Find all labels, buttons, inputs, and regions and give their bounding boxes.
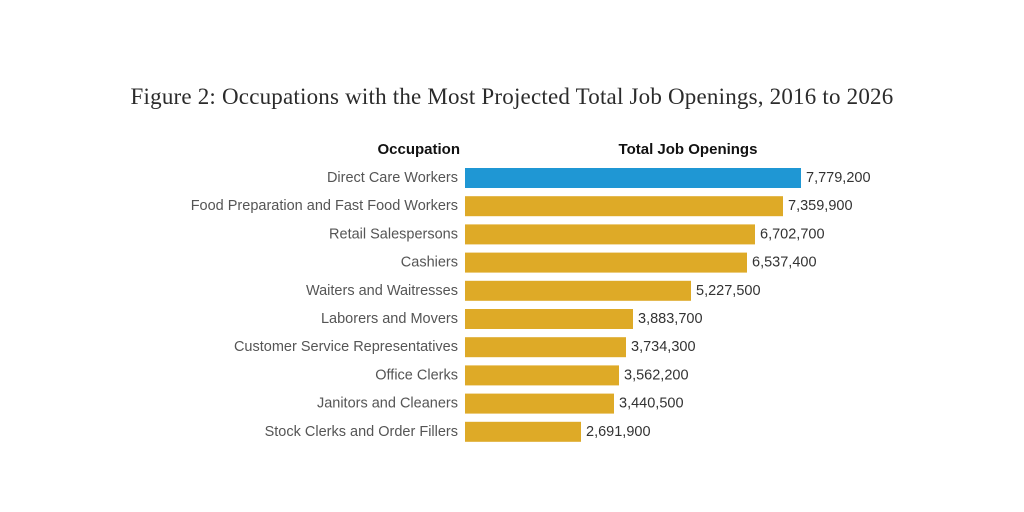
category-label: Laborers and Movers (321, 311, 458, 327)
bar-cashiers (465, 252, 747, 273)
bar-retail-salespersons (465, 224, 755, 245)
occupation-column-header: Occupation (377, 141, 460, 158)
value-label: 3,734,300 (631, 339, 696, 355)
value-label: 5,227,500 (696, 283, 761, 299)
value-label: 7,779,200 (806, 170, 871, 186)
value-label: 7,359,900 (788, 198, 853, 214)
bar-waiters-and-waitresses (465, 280, 691, 301)
category-label: Cashiers (401, 255, 458, 271)
category-label: Food Preparation and Fast Food Workers (191, 198, 458, 214)
value-label: 3,562,200 (624, 367, 689, 383)
category-label: Janitors and Cleaners (317, 396, 458, 412)
bar-office-clerks (465, 365, 619, 386)
bar-janitors-and-cleaners (465, 393, 614, 414)
category-label: Customer Service Representatives (234, 339, 458, 355)
bar-food-preparation-and-fast-food-workers (465, 196, 783, 217)
chart-title: Figure 2: Occupations with the Most Proj… (130, 84, 894, 109)
bar-stock-clerks-and-order-fillers (465, 421, 581, 442)
bar-customer-service-representatives (465, 337, 626, 358)
category-label: Retail Salespersons (329, 226, 458, 242)
value-label: 6,702,700 (760, 226, 825, 242)
category-label: Direct Care Workers (327, 170, 458, 186)
bar-laborers-and-movers (465, 309, 633, 329)
category-label: Waiters and Waitresses (306, 283, 458, 299)
value-label: 2,691,900 (586, 424, 651, 440)
value-label: 6,537,400 (752, 255, 817, 271)
value-label: 3,440,500 (619, 396, 684, 412)
job-openings-column-header: Total Job Openings (618, 141, 758, 158)
category-label: Office Clerks (375, 367, 458, 383)
bar-direct-care-workers (465, 168, 801, 188)
value-label: 3,883,700 (638, 311, 703, 327)
category-label: Stock Clerks and Order Fillers (265, 424, 458, 440)
